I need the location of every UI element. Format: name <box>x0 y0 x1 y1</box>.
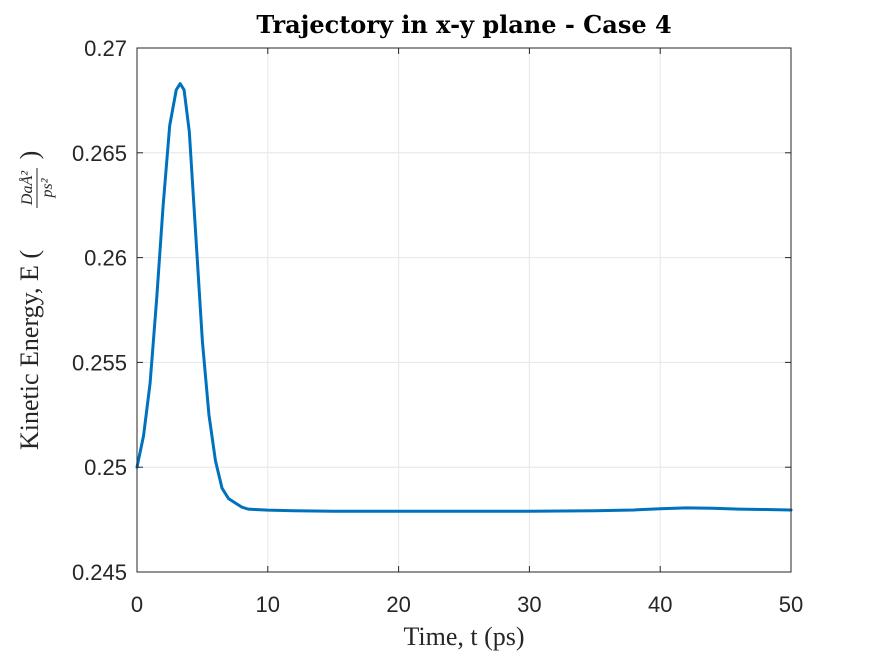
y-tick-labels: 0.245 0.25 0.255 0.26 0.265 0.27 <box>72 36 127 585</box>
x-tick-label: 10 <box>256 592 280 617</box>
y-tick-label: 0.245 <box>72 560 127 585</box>
x-tick-label: 50 <box>779 592 803 617</box>
y-axis-label-frac-denominator: ps² <box>39 177 56 198</box>
y-axis-label: Kinetic Energy, E ( DaÅ² ps² ) <box>15 151 56 450</box>
plot-frame <box>136 47 792 573</box>
x-tick-label: 20 <box>386 592 410 617</box>
x-axis-label: Time, t (ps) <box>403 622 524 651</box>
y-axis-label-frac-numerator: DaÅ² <box>18 170 36 206</box>
y-axis-label-suffix: ) <box>15 151 44 160</box>
x-tick-label: 30 <box>517 592 541 617</box>
axes-frame <box>136 47 792 573</box>
y-tick-label: 0.265 <box>72 141 127 166</box>
chart-title: Trajectory in x-y plane - Case 4 <box>256 10 671 39</box>
series-line <box>135 82 793 513</box>
x-tick-label: 0 <box>131 592 143 617</box>
y-axis-label-prefix: Kinetic Energy, E ( <box>15 250 44 450</box>
y-tick-label: 0.25 <box>84 455 127 480</box>
y-tick-label: 0.26 <box>84 246 127 271</box>
y-tick-label: 0.27 <box>84 36 127 61</box>
y-tick-label: 0.255 <box>72 350 127 375</box>
x-tick-label: 40 <box>648 592 672 617</box>
plot-background <box>137 48 791 572</box>
x-tick-labels: 0 10 20 30 40 50 <box>131 592 803 617</box>
tick-marks <box>136 47 792 573</box>
